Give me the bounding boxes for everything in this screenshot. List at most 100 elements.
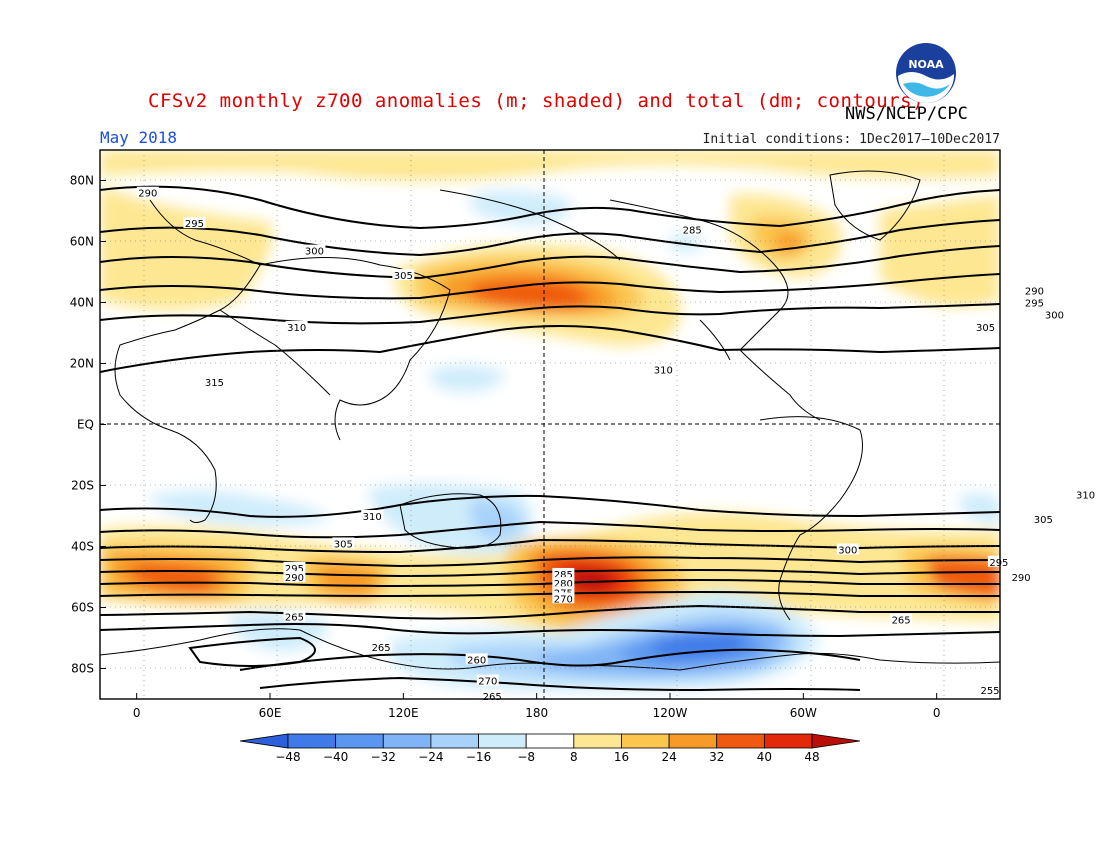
colorbar-tick-label: −32 bbox=[371, 750, 396, 764]
contour-label-bg bbox=[974, 320, 997, 332]
colorbar-box bbox=[287, 733, 337, 749]
contour-label-bg bbox=[1032, 513, 1055, 525]
contour-label: 300 bbox=[303, 244, 326, 258]
contour-label-bg bbox=[285, 320, 308, 332]
contour-label-bg bbox=[203, 375, 226, 387]
total-height-contours bbox=[100, 185, 1000, 692]
contour-label: 300 bbox=[1043, 308, 1066, 322]
colorbar-tick-label: −48 bbox=[275, 750, 300, 764]
contour-label: 300 bbox=[836, 543, 859, 557]
contour-label-bg bbox=[361, 510, 384, 521]
contour-label-text: 295 bbox=[989, 558, 1008, 569]
contour-label-text: 305 bbox=[1034, 515, 1053, 526]
colorbar: −48 −40 −32 −24 −16 −8 8 16 24 32 40 48 bbox=[239, 733, 861, 764]
contour-label-bg bbox=[552, 592, 575, 604]
contour-label: 305 bbox=[332, 537, 355, 550]
contour-label-text: 305 bbox=[976, 323, 995, 334]
contour-label: 295 bbox=[283, 561, 306, 575]
contour-labels: 2902953003053103103152852902953003053102… bbox=[136, 186, 1097, 703]
colorbar-box bbox=[430, 733, 479, 749]
contour-label-bg bbox=[681, 223, 704, 235]
contour-label: 265 bbox=[370, 641, 393, 654]
contour-label: 265 bbox=[890, 613, 913, 627]
contour-label-text: 295 bbox=[285, 564, 304, 575]
contour-label: 305 bbox=[1032, 513, 1055, 526]
contour-label: 265 bbox=[283, 610, 306, 624]
contour-label-bg bbox=[1023, 284, 1046, 296]
contour-label: 270 bbox=[552, 592, 575, 605]
graticule bbox=[100, 150, 1000, 699]
contour-label-text: 290 bbox=[1012, 573, 1031, 584]
contour-label-bg bbox=[303, 244, 326, 256]
contour-label-text: 265 bbox=[285, 613, 304, 624]
contour-label-text: 260 bbox=[467, 655, 486, 666]
contour-label-text: 265 bbox=[892, 616, 911, 627]
valid-month: May 2018 bbox=[100, 128, 178, 147]
lon-label: 180 bbox=[525, 706, 548, 720]
contour-label-text: 285 bbox=[554, 570, 573, 581]
colorbar-tick-label: 40 bbox=[757, 750, 772, 764]
colorbar-box bbox=[335, 733, 384, 749]
contour-label: 290 bbox=[283, 571, 306, 584]
contour-label: 290 bbox=[136, 186, 159, 200]
contour-label-bg bbox=[652, 363, 675, 375]
colorbar-tick-label: 8 bbox=[570, 750, 578, 764]
lon-label: 120E bbox=[388, 706, 419, 720]
contour-label-text: 295 bbox=[1025, 299, 1044, 310]
contour-label-text: 285 bbox=[683, 225, 702, 236]
colorbar-box bbox=[525, 733, 575, 749]
noaa-logo: NOAA bbox=[896, 43, 956, 104]
lat-label: EQ bbox=[77, 418, 94, 432]
colorbar-box bbox=[668, 733, 718, 749]
contour-label-bg bbox=[552, 577, 575, 589]
lat-label: 80S bbox=[71, 662, 94, 676]
contour-label-bg bbox=[979, 683, 1001, 695]
contour-label: 310 bbox=[285, 320, 308, 334]
initial-conditions: Initial conditions: 1Dec2017–10Dec2017 bbox=[702, 132, 1000, 147]
lat-label: 60S bbox=[71, 601, 94, 615]
contour-label-text: 310 bbox=[654, 366, 673, 377]
agency-label: NWS/NCEP/CPC bbox=[845, 104, 968, 124]
contour-label-text: 290 bbox=[285, 573, 304, 584]
contour-label-bg bbox=[836, 543, 859, 555]
colorbar-tick-label: 24 bbox=[661, 750, 676, 764]
longitude-axis: 0 60E 120E 180 120W 60W 0 bbox=[133, 693, 940, 720]
contour-label-bg bbox=[1074, 488, 1097, 500]
contour-label-text: 290 bbox=[1025, 286, 1044, 297]
reference-lines bbox=[100, 150, 1000, 699]
colorbar-box bbox=[573, 733, 622, 749]
lat-label: 80N bbox=[70, 174, 94, 188]
contour-label-text: 310 bbox=[363, 512, 382, 523]
contour-label-text: 300 bbox=[1045, 311, 1064, 322]
contour-label: 260 bbox=[465, 653, 488, 666]
contour-label: 290 bbox=[1023, 284, 1046, 297]
colorbar-tick-label: −40 bbox=[323, 750, 348, 764]
contour-label-text: 280 bbox=[554, 579, 573, 590]
colorbar-tick-label: −8 bbox=[517, 750, 535, 764]
contour-label-bg bbox=[392, 269, 415, 281]
contour-label: 310 bbox=[1074, 488, 1097, 502]
contour-label-bg bbox=[481, 689, 504, 701]
contour-label-text: 265 bbox=[372, 643, 391, 654]
contour-label-text: 255 bbox=[980, 686, 999, 697]
contour-label: 285 bbox=[681, 223, 704, 236]
colorbar-tick-label: −24 bbox=[418, 750, 443, 764]
contour-label: 315 bbox=[203, 375, 226, 389]
colorbar-arrow-high bbox=[811, 733, 861, 749]
lat-label: 20S bbox=[71, 479, 94, 493]
contour-label-text: 270 bbox=[478, 677, 497, 688]
lat-label: 40S bbox=[71, 540, 94, 554]
contour-label-text: 310 bbox=[287, 323, 306, 334]
contour-label-bg bbox=[283, 610, 306, 622]
contour-label: 295 bbox=[183, 217, 206, 230]
contour-label: 270 bbox=[476, 674, 499, 688]
contour-label-text: 305 bbox=[334, 539, 353, 550]
contour-label-bg bbox=[370, 641, 393, 653]
contour-label-text: 290 bbox=[138, 189, 157, 200]
colorbar-tick-label: 32 bbox=[709, 750, 724, 764]
contour-label-bg bbox=[987, 555, 1010, 567]
contour-label: 310 bbox=[652, 363, 675, 377]
lat-label: 60N bbox=[70, 235, 94, 249]
colorbar-box bbox=[763, 733, 813, 749]
